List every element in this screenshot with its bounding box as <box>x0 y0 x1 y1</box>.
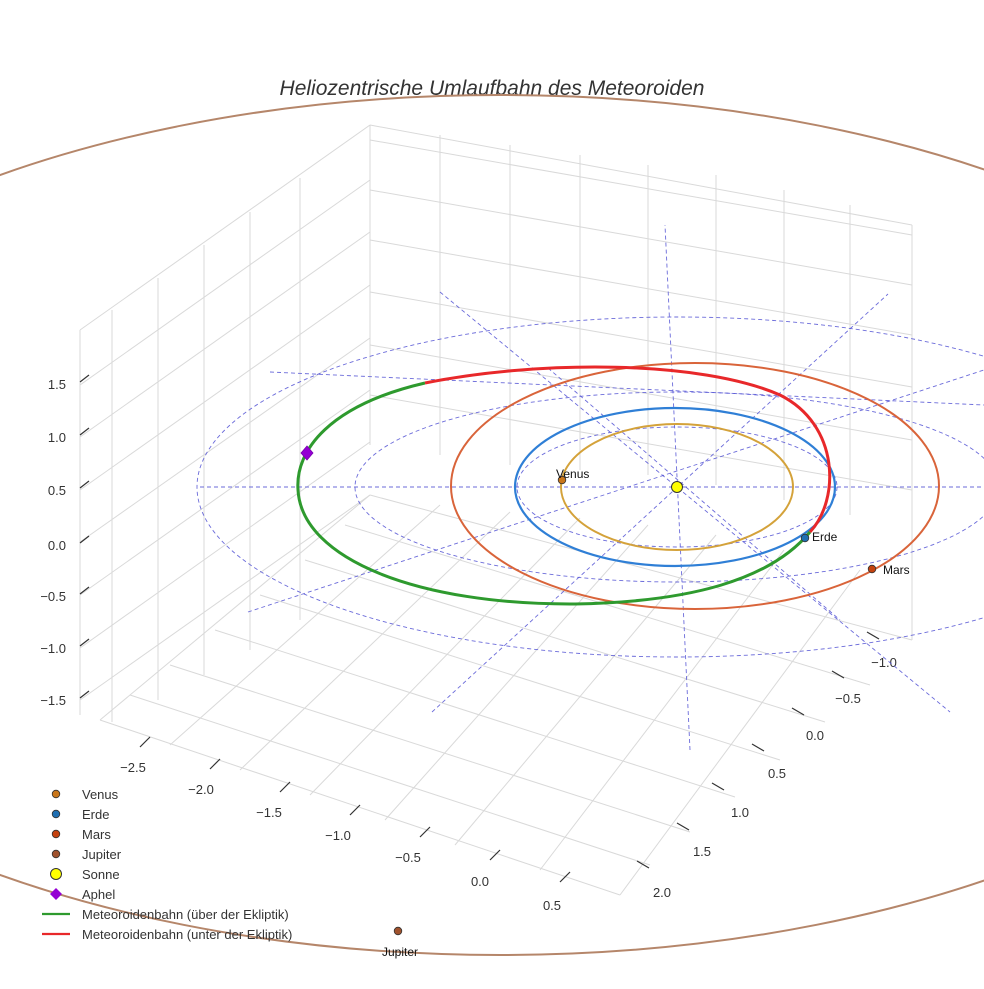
reference-line <box>439 291 951 713</box>
axes-grid <box>79 124 913 896</box>
z-tick-mark <box>79 535 90 544</box>
z-tick-mark <box>79 586 90 595</box>
y-tick-mark <box>636 860 650 869</box>
reference-line <box>247 369 984 613</box>
legend-label: Sonne <box>82 867 120 882</box>
planet-orbits <box>0 94 984 956</box>
orbit-mars <box>450 362 940 610</box>
z-tick-mark <box>79 690 90 699</box>
z-tick-mark <box>79 480 90 489</box>
left-wall-grid <box>79 124 371 722</box>
legend-label: Meteoroidenbahn (unter der Ekliptik) <box>82 927 292 942</box>
y-axis: −1.0 −0.5 0.0 0.5 1.0 1.5 2.0 <box>636 631 897 900</box>
y-tick-label: −1.0 <box>871 655 897 670</box>
aphel-marker <box>300 445 314 461</box>
x-tick-label: −0.5 <box>395 850 421 865</box>
planet-marker-venus <box>557 475 567 485</box>
y-tick-label: −0.5 <box>835 691 861 706</box>
legend-marker <box>50 888 62 900</box>
planet-label-erde: Erde <box>812 530 838 544</box>
legend-label: Erde <box>82 807 109 822</box>
y-tick-mark <box>751 743 765 752</box>
legend-label: Mars <box>82 827 111 842</box>
orbit-venus <box>560 423 794 551</box>
z-tick-label: 1.5 <box>48 377 66 392</box>
legend-label: Aphel <box>82 887 115 902</box>
markers: Venus Erde Mars Jupiter <box>300 445 910 959</box>
ecliptic-reference-grid <box>196 224 984 751</box>
legend-label: Jupiter <box>82 847 122 862</box>
x-axis: −2.5 −2.0 −1.5 −1.0 −0.5 0.0 0.5 <box>120 736 571 913</box>
planet-label-venus: Venus <box>556 467 589 481</box>
meteoroid-path-above <box>296 381 812 606</box>
x-tick-mark <box>349 804 361 816</box>
z-tick-label: −1.5 <box>40 693 66 708</box>
y-tick-mark <box>791 707 805 716</box>
y-tick-label: 0.5 <box>768 766 786 781</box>
back-wall-grid <box>369 124 913 640</box>
z-tick-label: 0.5 <box>48 483 66 498</box>
planet-marker-mars <box>867 564 877 574</box>
x-tick-label: 0.5 <box>543 898 561 913</box>
meteoroid-path-below <box>424 365 832 534</box>
y-tick-mark <box>866 631 880 640</box>
x-tick-label: −1.0 <box>325 828 351 843</box>
z-tick-mark <box>79 427 90 436</box>
legend-marker <box>51 789 61 799</box>
chart-title: Heliozentrische Umlaufbahn des Meteoroid… <box>280 77 705 100</box>
legend: Venus Erde Mars Jupiter Sonne Aphel Meteoroide… <box>42 787 292 942</box>
legend-label: Meteoroidenbahn (über der Ekliptik) <box>82 907 289 922</box>
y-tick-label: 0.0 <box>806 728 824 743</box>
reference-line <box>431 293 889 713</box>
legend-marker <box>50 868 62 880</box>
y-tick-label: 2.0 <box>653 885 671 900</box>
y-tick-mark <box>676 822 690 831</box>
y-tick-mark <box>711 782 725 791</box>
legend-marker <box>51 809 61 819</box>
y-tick-label: 1.0 <box>731 805 749 820</box>
z-tick-label: 1.0 <box>48 430 66 445</box>
x-tick-mark <box>419 826 431 838</box>
x-tick-label: −2.0 <box>188 782 214 797</box>
reference-ring <box>354 391 984 583</box>
x-tick-mark <box>489 849 501 861</box>
floor-grid <box>99 494 913 896</box>
reference-line <box>269 371 984 406</box>
z-tick-label: −1.0 <box>40 641 66 656</box>
planet-label-jupiter: Jupiter <box>382 945 418 959</box>
x-tick-mark <box>139 736 151 748</box>
orbit-jupiter <box>0 94 984 956</box>
x-tick-mark <box>209 758 221 770</box>
reference-ring <box>196 316 984 658</box>
legend-label: Venus <box>82 787 119 802</box>
x-tick-label: −1.5 <box>256 805 282 820</box>
z-tick-mark <box>79 638 90 647</box>
x-tick-label: −2.5 <box>120 760 146 775</box>
x-tick-mark <box>279 781 291 793</box>
meteoroid-path <box>296 365 832 606</box>
reference-line <box>547 367 841 621</box>
legend-marker <box>51 829 61 839</box>
x-tick-mark <box>559 871 571 883</box>
y-tick-label: 1.5 <box>693 844 711 859</box>
legend-marker <box>51 849 61 859</box>
z-tick-label: 0.0 <box>48 538 66 553</box>
z-tick-mark <box>79 374 90 383</box>
planet-label-mars: Mars <box>883 563 910 577</box>
planet-marker-erde <box>800 533 810 543</box>
x-tick-label: 0.0 <box>471 874 489 889</box>
sun-marker <box>671 481 683 493</box>
orbit-erde <box>513 406 837 568</box>
z-tick-label: −0.5 <box>40 589 66 604</box>
y-tick-mark <box>831 670 845 679</box>
z-axis: 1.5 1.0 0.5 0.0 −0.5 −1.0 −1.5 <box>40 374 90 708</box>
planet-marker-jupiter <box>393 926 403 936</box>
